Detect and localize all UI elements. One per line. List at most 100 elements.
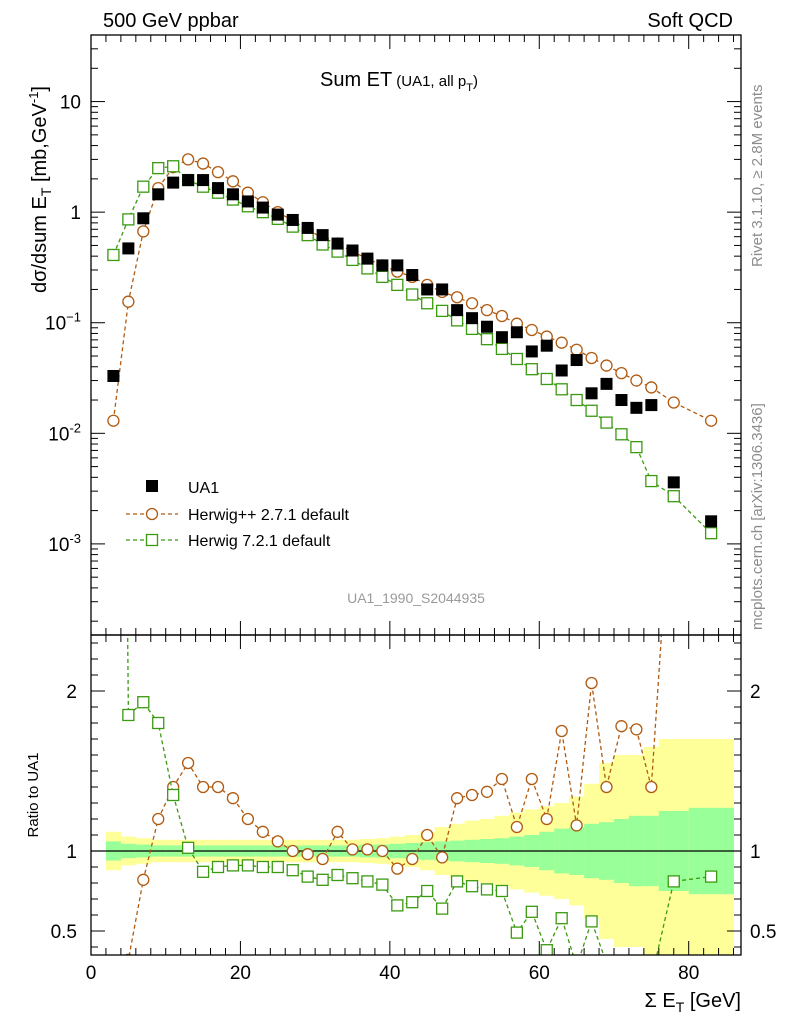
ratio-herwigpp-point [495, 772, 509, 786]
ua1-point [107, 369, 120, 382]
ratio-herwigpp-point [316, 852, 329, 866]
main-y-axis-label: dσ/dsum ET [mb,GeV-1] [26, 86, 54, 293]
ratio-herwig7-point [704, 870, 718, 883]
ratio-y-tick-label: 0.5 [51, 922, 77, 943]
herwigpp-point [615, 367, 628, 380]
ratio-y-axis-label: Ratio to UA1 [25, 752, 42, 837]
ratio-herwigpp-point [435, 851, 449, 864]
ua1-point [182, 174, 195, 187]
ratio-herwigpp-point [108, 974, 119, 985]
ua1-point [197, 174, 210, 187]
ratio-herwig7-point [480, 883, 494, 896]
ratio-axes: 0.5 0.51 12 20 20 40 60 80 [51, 635, 776, 984]
ratio-herwigpp-point [421, 828, 434, 842]
herwig7-point [152, 162, 165, 175]
x-axis-label-main: Σ E [644, 990, 675, 1012]
ratio-herwig7-point [152, 716, 165, 730]
legend-label-herwig7: Herwig 7.2.1 default [188, 533, 331, 550]
herwig7-point [667, 490, 680, 503]
main-y-axis-label-sup: -1 [26, 92, 41, 104]
ratio-herwigpp-point [600, 780, 613, 794]
herwigpp-point [211, 166, 225, 179]
ua1-point [525, 345, 538, 358]
main-y-tick-label: 1 [70, 203, 81, 224]
legend-entry-ua1: UA1 [146, 480, 219, 497]
ratio-herwig7-point [226, 859, 240, 872]
ratio-y-tick-label: 2 [66, 682, 77, 703]
ua1-point [361, 252, 374, 265]
ratio-herwigpp-point [555, 724, 568, 738]
herwig7-point [107, 248, 120, 262]
x-tick-label: 40 [379, 963, 400, 984]
ratio-panel: 0.5 0.51 12 20 20 40 60 80 Ratio to UA1 Σ ET [G… [25, 634, 776, 1015]
ua1-point [226, 188, 239, 201]
herwigpp-point [667, 396, 680, 409]
ua1-point [585, 387, 598, 400]
herwigpp-point [495, 309, 509, 323]
herwig7-point [167, 160, 180, 173]
ratio-herwig7-line [127, 635, 712, 955]
ratio-herwigpp-point [450, 792, 464, 805]
ratio-herwigpp-point [570, 819, 583, 832]
ratio-herwig7-point [510, 926, 524, 939]
ratio-herwigpp-point [331, 825, 344, 838]
clip-main-group [107, 153, 718, 540]
ratio-herwigpp-point [630, 723, 643, 736]
legend-label-ua1: UA1 [188, 480, 219, 497]
header-right: Soft QCD [647, 10, 733, 32]
legend-marker-ua1 [146, 480, 158, 492]
herwig7-point [630, 440, 643, 454]
ua1-point [421, 283, 434, 296]
ratio-herwig7-point [271, 860, 284, 874]
ratio-herwig7-point [391, 899, 404, 912]
ratio-herwig7-point [585, 915, 598, 928]
ua1-point [495, 331, 508, 344]
herwigpp-point [570, 343, 583, 356]
ratio-herwig7-point [525, 905, 538, 918]
main-y-axis-label-unit: [mb,GeV [29, 102, 51, 187]
legend-marker-herwig7 [145, 533, 159, 547]
ratio-herwigpp-point [346, 843, 359, 856]
ratio-herwigpp-point [465, 788, 479, 802]
ua1-point [466, 312, 479, 325]
ratio-herwig7-point [196, 865, 210, 878]
ua1-point [451, 304, 464, 317]
herwigpp-point [600, 359, 613, 372]
ratio-herwig7-point [406, 896, 419, 909]
herwigpp-point [630, 374, 643, 387]
ua1-point [570, 354, 583, 367]
ratio-herwigpp-point [152, 812, 165, 826]
ratio-herwigpp-point [124, 953, 133, 955]
ratio-herwig7-point [667, 875, 680, 888]
x-axis-label-sub: T [676, 999, 685, 1015]
ua1-point [510, 326, 523, 339]
ratio-herwig7-point [301, 870, 314, 883]
herwig7-point [645, 474, 658, 488]
herwig7-point [510, 352, 524, 366]
ratio-herwig7-point [616, 958, 627, 969]
ua1-point [122, 242, 135, 255]
herwigpp-point [196, 157, 210, 170]
ratio-herwigpp-point [256, 825, 269, 838]
ratio-y-tick-label: 1 [66, 842, 77, 863]
main-y-tick-label: 10-2 [48, 420, 81, 445]
ua1-point [241, 195, 254, 208]
ratio-herwig7-point [286, 864, 299, 877]
herwigpp-point [450, 291, 464, 304]
ua1-point [316, 229, 329, 242]
ratio-herwig7-point [450, 875, 464, 888]
ratio-herwig7-point [376, 878, 389, 891]
ratio-herwig7-point [631, 958, 642, 969]
ua1-point [480, 320, 493, 333]
ratio-herwigpp-point [615, 720, 628, 733]
ratio-herwigpp-point [540, 812, 553, 826]
main-y-tick-label: 10−1 [45, 310, 81, 335]
herwig7-point [495, 342, 509, 356]
ratio-herwigpp-point [137, 873, 150, 886]
main-y-tick-label: 10-3 [48, 531, 81, 556]
ratio-herwigpp-point [645, 780, 658, 794]
ratio-herwig7-point [540, 944, 553, 955]
ratio-herwig7-point [571, 961, 582, 972]
